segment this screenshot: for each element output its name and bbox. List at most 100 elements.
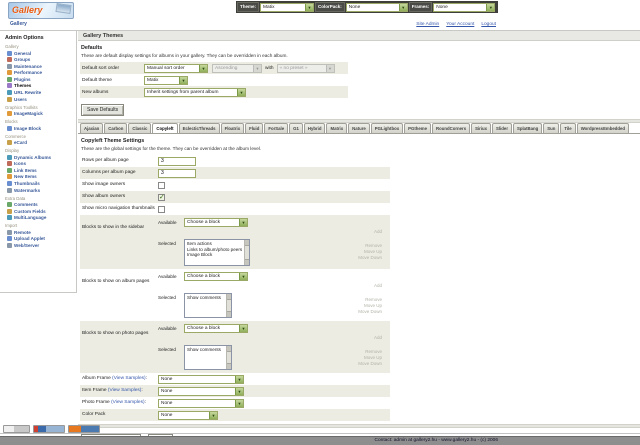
list-item[interactable]: Links to album/photo peers xyxy=(187,246,243,252)
tab-nature[interactable]: Nature xyxy=(348,123,370,133)
new-albums-select[interactable]: Inherit settings from parent album ▼ xyxy=(144,87,246,97)
sidebar-item-new-items[interactable]: New Items xyxy=(7,174,74,180)
add-link[interactable]: Add xyxy=(373,228,382,234)
remove-link[interactable]: Remove xyxy=(365,243,382,248)
photo-choose-block-select[interactable]: Choose a block ▼ xyxy=(184,324,248,333)
tab-hybrid[interactable]: Hybrid xyxy=(303,123,326,133)
album-choose-block-select[interactable]: Choose a block ▼ xyxy=(184,272,248,281)
album-frame-select[interactable]: None ▼ xyxy=(158,374,244,384)
footer-bar: Contact: admin at gallery2.hu - www.gall… xyxy=(0,436,640,445)
gallery-badge[interactable] xyxy=(33,425,65,433)
xhtml-badge[interactable] xyxy=(3,425,30,433)
cols-per-page-row: Columns per album page xyxy=(80,167,390,179)
move-up-link[interactable]: Move Up xyxy=(363,249,382,254)
tab-pglightbox[interactable]: PGLightbox xyxy=(370,123,404,133)
sidebar-item-thumbnails[interactable]: Thumbnails xyxy=(7,181,74,187)
sidebar-item-general[interactable]: General xyxy=(7,50,74,56)
sidebar-choose-block-select[interactable]: Choose a block ▼ xyxy=(184,218,248,227)
tab-forsale[interactable]: ForSale xyxy=(264,123,289,133)
dropdown-arrow-icon: ▼ xyxy=(398,3,407,11)
sidebar-item-groups[interactable]: Groups xyxy=(7,57,74,63)
sidebar-item-icons[interactable]: Icons xyxy=(7,161,74,167)
sidebar-item-users[interactable]: Users xyxy=(7,96,74,102)
tab-fluid[interactable]: Fluid xyxy=(245,123,264,133)
tab-roundcorners[interactable]: RoundCorners xyxy=(432,123,471,133)
list-item[interactable]: Image Block xyxy=(187,252,213,257)
move-down-link[interactable]: Move Down xyxy=(358,361,382,366)
view-samples-link[interactable]: (View Samples) xyxy=(111,400,145,406)
tab-tile[interactable]: Tile xyxy=(560,123,576,133)
sidebar-item-watermarks[interactable]: Watermarks xyxy=(7,187,74,193)
save-defaults-button[interactable]: Save Defaults xyxy=(81,104,125,116)
photo-selected-blocks-listbox[interactable]: Show comments xyxy=(184,345,232,370)
sidebar-item-ecard[interactable]: eCard xyxy=(7,140,74,146)
sidebar-item-url-rewrite[interactable]: URL Rewrite xyxy=(7,90,74,96)
sidebar-item-link-items[interactable]: Link Items xyxy=(7,167,74,173)
tab-carbon[interactable]: Carbon xyxy=(104,123,128,133)
sidebar-selected-blocks-listbox[interactable]: Item actions Links to album/photo peers … xyxy=(184,239,250,266)
move-down-link[interactable]: Move Down xyxy=(358,309,382,314)
rows-per-album-page-input[interactable] xyxy=(158,156,196,166)
theme-select[interactable]: Matix ▼ xyxy=(260,2,315,12)
sidebar-item-image-block[interactable]: Image Block xyxy=(7,125,74,131)
show-micro-nav-checkbox[interactable] xyxy=(158,205,165,213)
sidebar-item-plugins[interactable]: Plugins xyxy=(7,76,74,82)
breadcrumb-gallery-link[interactable]: Gallery xyxy=(10,21,27,27)
sidebar-item-web-server[interactable]: Web/Server xyxy=(7,243,74,248)
gallery-logo[interactable]: Gallery xyxy=(8,2,74,19)
show-image-owners-checkbox[interactable] xyxy=(158,181,165,189)
listbox-scrollbar[interactable] xyxy=(226,346,231,369)
tab-wordpressembedded[interactable]: WordpressEmbedded xyxy=(576,123,630,133)
sidebar-item-upload-applet[interactable]: Upload Applet xyxy=(7,236,74,242)
tab-matrix[interactable]: Matrix xyxy=(326,123,348,133)
photo-frame-select[interactable]: None ▼ xyxy=(158,398,244,408)
move-up-link[interactable]: Move Up xyxy=(363,303,382,308)
default-theme-select[interactable]: Matix ▼ xyxy=(144,75,188,85)
sidebar-item-comments[interactable]: Comments xyxy=(7,202,74,208)
view-samples-link[interactable]: (View Samples) xyxy=(112,376,146,382)
move-up-link[interactable]: Move Up xyxy=(363,355,382,360)
frames-select[interactable]: None ▼ xyxy=(433,2,496,12)
tab-eclecticthreads[interactable]: EclecticThreads xyxy=(178,123,220,133)
tab-siriux[interactable]: Siriux xyxy=(471,123,492,133)
item-frame-select[interactable]: None ▼ xyxy=(158,386,244,396)
sidebar-item-performance[interactable]: Performance xyxy=(7,70,74,76)
list-item[interactable]: Show comments xyxy=(187,295,221,300)
site-admin-link[interactable]: Site Admin xyxy=(416,22,440,27)
show-album-owners-checkbox[interactable] xyxy=(158,193,165,201)
sidebar-item-remote[interactable]: Remote xyxy=(7,229,74,235)
tab-classic[interactable]: Classic xyxy=(128,123,152,133)
album-selected-blocks-listbox[interactable]: Show comments xyxy=(184,293,232,318)
sidebar-item-imagemagick[interactable]: ImageMagick xyxy=(7,111,74,117)
listbox-scrollbar[interactable] xyxy=(244,240,249,265)
css-badge[interactable] xyxy=(68,425,100,433)
list-item[interactable]: Show comments xyxy=(187,347,221,352)
tab-splatbang[interactable]: SplatBang xyxy=(513,123,543,133)
sidebar-item-dynamic-albums[interactable]: Dynamic Albums xyxy=(7,154,74,160)
add-link[interactable]: Add xyxy=(373,282,382,288)
sidebar-item-multilanguage[interactable]: MultiLanguage xyxy=(7,215,74,221)
columns-per-album-page-input[interactable] xyxy=(158,168,196,178)
remove-link[interactable]: Remove xyxy=(365,349,382,354)
sidebar-item-themes[interactable]: Themes xyxy=(7,83,74,89)
tab-copyleft[interactable]: Copyleft xyxy=(152,123,178,133)
your-account-link[interactable]: Your Account xyxy=(446,22,475,27)
color-pack-select[interactable]: None ▼ xyxy=(158,410,218,420)
tab-ajaxian[interactable]: Ajaxian xyxy=(80,123,104,133)
sidebar-item-custom-fields[interactable]: Custom Fields xyxy=(7,208,74,214)
list-item[interactable]: Item actions xyxy=(187,241,212,246)
tab-g1[interactable]: G1 xyxy=(289,123,303,133)
move-down-link[interactable]: Move Down xyxy=(358,255,382,260)
view-samples-link[interactable]: (View Samples) xyxy=(107,388,142,394)
tab-sun[interactable]: Sun xyxy=(543,123,560,133)
sidebar-item-maintenance[interactable]: Maintenance xyxy=(7,63,74,69)
default-sort-order-select[interactable]: Manual sort order ▼ xyxy=(144,63,208,73)
colorpack-select[interactable]: None ▼ xyxy=(345,2,408,12)
tab-slider[interactable]: Slider xyxy=(492,123,512,133)
remove-link[interactable]: Remove xyxy=(365,297,382,302)
listbox-scrollbar[interactable] xyxy=(226,294,231,317)
tab-floatrix[interactable]: Floatrix xyxy=(220,123,245,133)
tab-pgtheme[interactable]: PGtheme xyxy=(404,123,431,133)
add-link[interactable]: Add xyxy=(373,334,382,340)
logout-link[interactable]: Logout xyxy=(481,22,496,27)
